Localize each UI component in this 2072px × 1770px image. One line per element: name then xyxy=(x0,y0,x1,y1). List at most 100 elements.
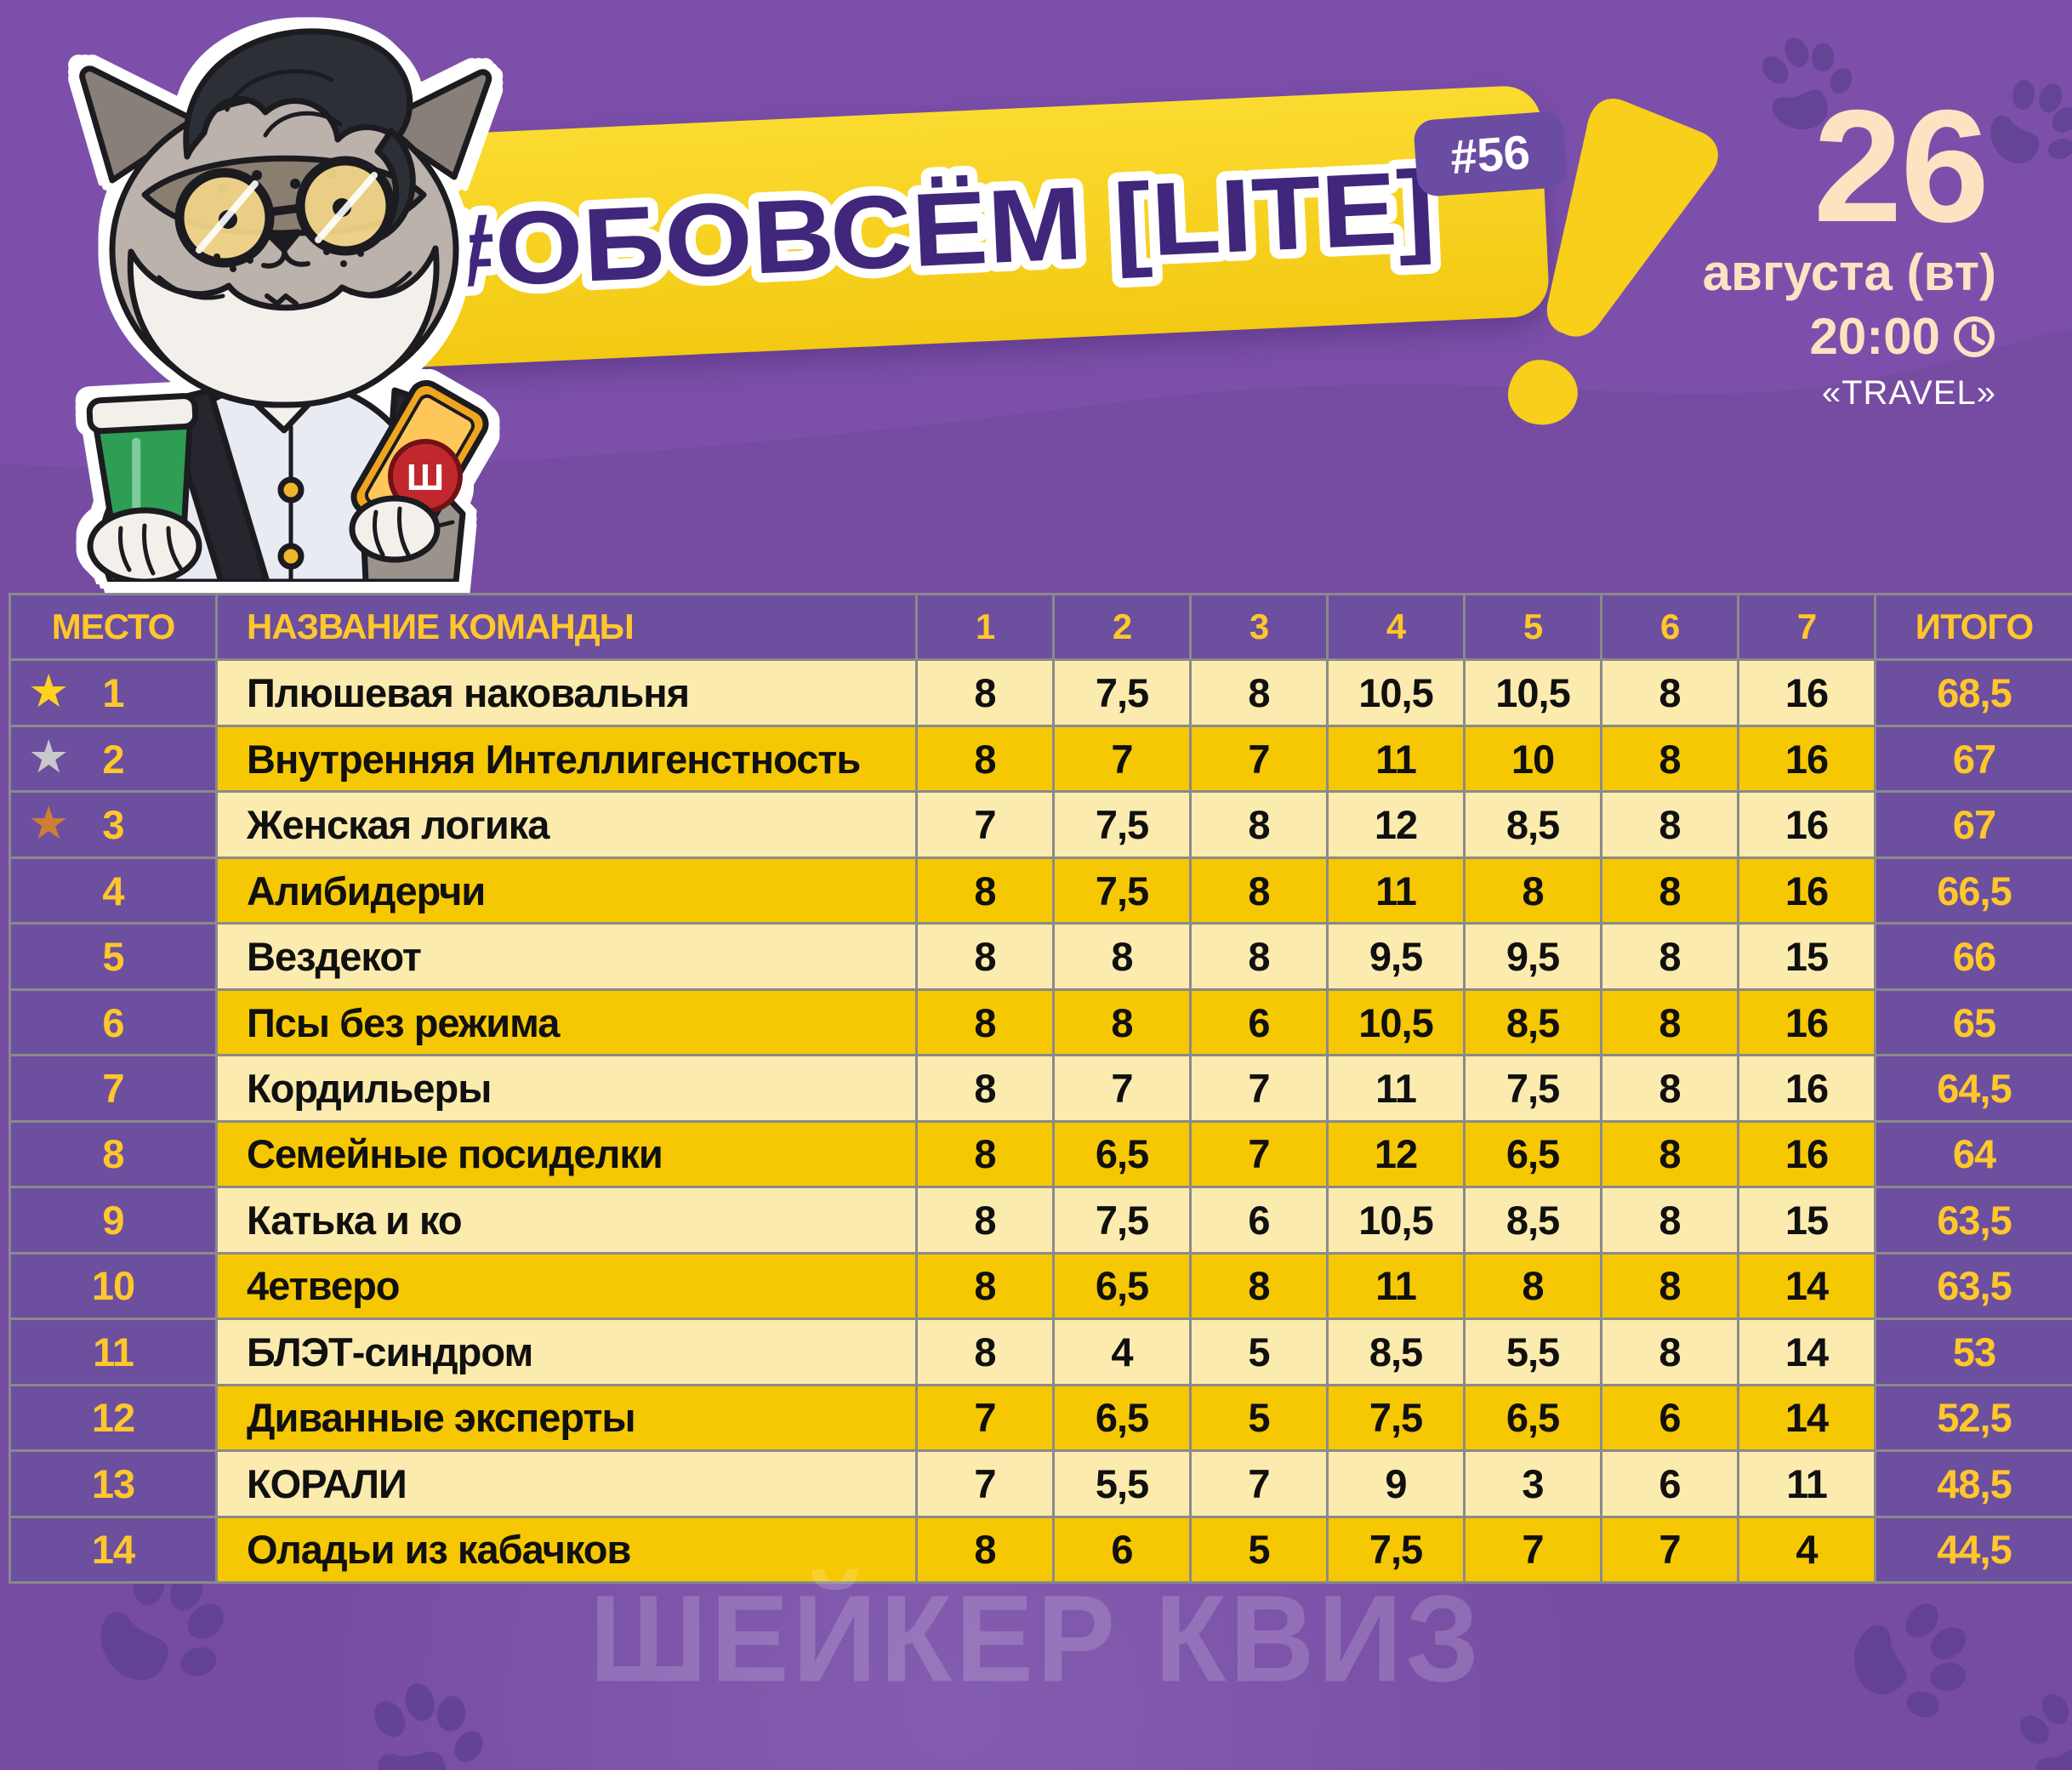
score-cell-round-7: 16 xyxy=(1739,858,1874,923)
total-cell: 64,5 xyxy=(1876,1056,2072,1120)
place-number: 4 xyxy=(102,868,124,913)
place-cell: 6 xyxy=(11,990,215,1055)
score-cell-round-5: 8,5 xyxy=(1466,1188,1600,1252)
score-cell-round-7: 15 xyxy=(1739,925,1874,988)
total-cell: 64 xyxy=(1876,1122,2072,1187)
team-name-cell: Вездекот xyxy=(218,925,915,988)
header-round-3: 3 xyxy=(1192,595,1326,659)
score-cell-round-5: 9,5 xyxy=(1466,925,1600,988)
place-cell: 9 xyxy=(11,1188,215,1252)
score-cell-round-7: 16 xyxy=(1739,990,1874,1055)
score-cell-round-4: 9,5 xyxy=(1329,925,1463,988)
score-cell-round-3: 5 xyxy=(1192,1517,1326,1581)
score-cell-round-3: 6 xyxy=(1192,1188,1326,1252)
score-cell-round-4: 7,5 xyxy=(1329,1386,1463,1450)
score-cell-round-2: 7 xyxy=(1055,1056,1189,1120)
score-cell-round-4: 10,5 xyxy=(1329,661,1463,725)
place-cell: 4 xyxy=(11,858,215,923)
score-cell-round-1: 8 xyxy=(918,925,1052,988)
score-cell-round-2: 5,5 xyxy=(1055,1452,1189,1516)
score-cell-round-1: 7 xyxy=(918,1452,1052,1516)
phone-badge-letter: Ш xyxy=(407,457,444,498)
score-cell-round-2: 8 xyxy=(1055,990,1189,1055)
score-cell-round-4: 11 xyxy=(1329,726,1463,791)
event-time: 20:00 xyxy=(1809,308,1940,366)
score-cell-round-1: 8 xyxy=(918,726,1052,791)
score-cell-round-3: 8 xyxy=(1192,661,1326,725)
event-day: 26 xyxy=(1813,77,1989,255)
score-cell-round-2: 7,5 xyxy=(1055,661,1189,725)
total-cell: 63,5 xyxy=(1876,1188,2072,1252)
event-title: #ОБОВСЁМ [LITE] xyxy=(430,149,1437,310)
score-cell-round-4: 10,5 xyxy=(1329,1188,1463,1252)
score-cell-round-6: 8 xyxy=(1602,1056,1737,1120)
total-cell: 44,5 xyxy=(1876,1517,2072,1581)
event-time-row: 20:00 xyxy=(1588,307,1996,366)
header-team: НАЗВАНИЕ КОМАНДЫ xyxy=(218,595,915,659)
place-number: 8 xyxy=(102,1131,124,1177)
team-name-cell: КОРАЛИ xyxy=(218,1452,915,1516)
place-cell: 14 xyxy=(11,1517,215,1581)
event-datetime: 26 августа (вт) 20:00 «TRAVEL» xyxy=(1588,77,1996,413)
mascot-ear-right xyxy=(373,69,492,180)
event-month: августа (вт) xyxy=(1702,244,1996,302)
score-cell-round-3: 7 xyxy=(1192,726,1326,791)
team-name-cell: Внутренняя Интеллигенстность xyxy=(218,726,915,791)
mascot-ear-left xyxy=(79,65,202,184)
place-cell: 7 xyxy=(11,1056,215,1120)
header-round-1: 1 xyxy=(918,595,1052,659)
total-cell: 53 xyxy=(1876,1320,2072,1384)
score-cell-round-6: 8 xyxy=(1602,925,1737,988)
score-cell-round-7: 11 xyxy=(1739,1452,1874,1516)
place-cell: 11 xyxy=(11,1320,215,1384)
score-cell-round-1: 8 xyxy=(918,1122,1052,1187)
team-name-cell: Псы без режима xyxy=(218,990,915,1055)
score-cell-round-7: 15 xyxy=(1739,1188,1874,1252)
place-number: 10 xyxy=(91,1263,135,1309)
score-cell-round-1: 8 xyxy=(918,858,1052,923)
score-cell-round-5: 8,5 xyxy=(1466,990,1600,1055)
score-cell-round-4: 8,5 xyxy=(1329,1320,1463,1384)
score-cell-round-7: 16 xyxy=(1739,661,1874,725)
score-cell-round-1: 8 xyxy=(918,1254,1052,1318)
score-cell-round-2: 7,5 xyxy=(1055,1188,1189,1252)
score-cell-round-7: 14 xyxy=(1739,1320,1874,1384)
score-cell-round-4: 11 xyxy=(1329,1254,1463,1318)
header-place: МЕСТО xyxy=(11,595,215,659)
header-round-5: 5 xyxy=(1466,595,1600,659)
team-name-cell: Плюшевая наковальня xyxy=(218,661,915,725)
score-cell-round-6: 6 xyxy=(1602,1386,1737,1450)
team-name-cell: Оладьи из кабачков xyxy=(218,1517,915,1581)
team-name-cell: Кордильеры xyxy=(218,1056,915,1120)
score-cell-round-6: 8 xyxy=(1602,1254,1737,1318)
game-number: #56 xyxy=(1449,124,1532,184)
place-cell: ★ 3 xyxy=(11,793,215,857)
score-cell-round-3: 5 xyxy=(1192,1386,1326,1450)
clock-icon xyxy=(1954,316,1995,357)
place-number: 5 xyxy=(102,934,124,980)
score-cell-round-2: 8 xyxy=(1055,925,1189,988)
score-cell-round-4: 11 xyxy=(1329,858,1463,923)
score-cell-round-4: 11 xyxy=(1329,1056,1463,1120)
place-cell: 8 xyxy=(11,1122,215,1187)
mascot-cat: Ш xyxy=(79,28,492,582)
place-number: 3 xyxy=(102,802,124,848)
score-cell-round-5: 10 xyxy=(1466,726,1600,791)
score-cell-round-6: 8 xyxy=(1602,726,1737,791)
total-cell: 63,5 xyxy=(1876,1254,2072,1318)
total-cell: 67 xyxy=(1876,793,2072,857)
score-cell-round-6: 8 xyxy=(1602,1188,1737,1252)
silver-star-icon: ★ xyxy=(28,731,70,783)
team-name-cell: Катька и ко xyxy=(218,1188,915,1252)
event-title-wrap: #ОБОВСЁМ [LITE] xyxy=(420,139,1447,319)
score-cell-round-4: 12 xyxy=(1329,793,1463,857)
team-name-cell: Алибидерчи xyxy=(218,858,915,923)
exclamation-icon xyxy=(1507,99,1718,425)
score-cell-round-2: 6 xyxy=(1055,1517,1189,1581)
total-cell: 66,5 xyxy=(1876,858,2072,923)
score-cell-round-1: 8 xyxy=(918,1517,1052,1581)
score-cell-round-4: 7,5 xyxy=(1329,1517,1463,1581)
place-number: 13 xyxy=(91,1460,135,1506)
score-cell-round-3: 8 xyxy=(1192,1254,1326,1318)
